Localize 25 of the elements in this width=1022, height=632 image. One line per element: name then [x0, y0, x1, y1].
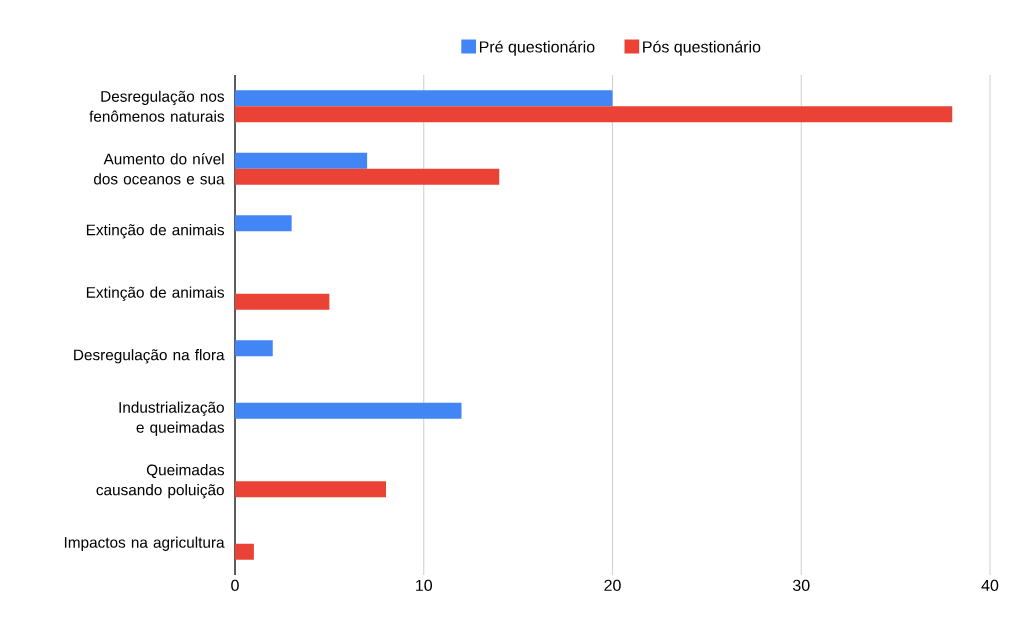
y-tick-label: Impactos na agricultura [64, 536, 225, 551]
bar [235, 481, 386, 498]
legend-label: Pré questionário [479, 40, 595, 56]
y-tick-label: Extinção de animais [86, 286, 225, 301]
y-tick-label: Extinção de animais [86, 224, 225, 239]
y-tick-label: Desregulação na flora [74, 349, 225, 364]
x-tick-label: 20 [604, 579, 621, 592]
bar [235, 168, 500, 185]
bar [235, 90, 613, 107]
legend-label: Pós questionário [643, 40, 761, 56]
bar [235, 106, 953, 123]
y-tick-label: Queimadas causando poluição [96, 464, 225, 499]
x-tick-label: 0 [231, 579, 239, 592]
y-tick-label: Industrialização e queimadas [119, 401, 225, 436]
bar [235, 293, 330, 310]
bar [235, 152, 368, 169]
bar [235, 402, 462, 419]
x-tick-label: 30 [792, 579, 810, 592]
x-tick-label: 10 [416, 579, 433, 592]
x-tick-label: 40 [981, 579, 999, 592]
y-tick-label: Desregulação nos fenômenos naturais [89, 90, 225, 122]
bar [235, 543, 254, 560]
y-tick-label: Aumento do nível dos oceanos e sua [93, 153, 225, 185]
bar [235, 340, 273, 357]
bar [235, 215, 292, 232]
